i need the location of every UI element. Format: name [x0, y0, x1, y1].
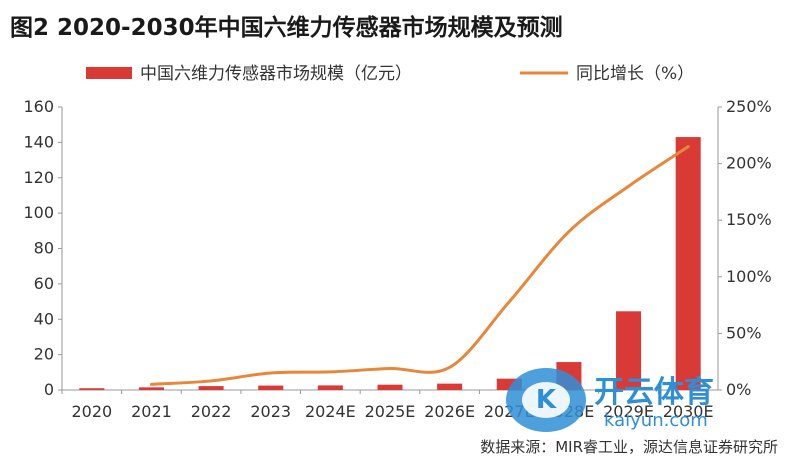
legend-line-label: 同比增长（%）: [576, 64, 694, 84]
y-left-tick-label: 20: [34, 345, 54, 364]
y-right-tick-label: 100%: [726, 267, 772, 286]
legend-bar-label: 中国六维力传感器市场规模（亿元）: [140, 64, 412, 84]
x-tick-label: 2030E: [663, 402, 714, 421]
bar: [496, 378, 522, 390]
chart-axes: 0 20 40 60 80 100 120 140 160 0% 50% 100% 150% 200% 25…: [23, 97, 771, 421]
y-right-tick-label: 0%: [726, 380, 751, 399]
legend-bar-swatch: [86, 67, 132, 79]
x-tick-label: 2026E: [424, 402, 475, 421]
x-tick-label: 2022: [191, 402, 232, 421]
legend: 中国六维力传感器市场规模（亿元） 同比增长（%）: [86, 64, 694, 84]
y-left-tick-label: 140: [23, 132, 54, 151]
x-tick-label: 2025E: [365, 402, 416, 421]
bar: [437, 383, 463, 390]
bar: [377, 384, 403, 390]
bar: [675, 137, 701, 390]
bar: [616, 311, 642, 390]
y-right-tick-label: 50%: [726, 323, 762, 342]
line-series: [149, 145, 690, 386]
y-left-tick-label: 160: [23, 97, 54, 116]
watermark-text: 开云体育: [594, 375, 714, 410]
watermark-subtext: kaiyun.com: [604, 410, 708, 431]
x-tick-label: 2020: [71, 402, 112, 421]
x-tick-label: 2021: [131, 402, 172, 421]
source-note: 数据来源：MIR睿工业，源达信息证券研究所: [480, 438, 778, 456]
y-right-tick-label: 250%: [726, 97, 772, 116]
bar: [317, 385, 343, 390]
bar: [258, 385, 284, 390]
y-left-tick-label: 40: [34, 309, 54, 328]
y-left-tick-label: 60: [34, 274, 54, 293]
y-left-tick-label: 100: [23, 203, 54, 222]
svg-text:K: K: [536, 385, 557, 415]
x-tick-label: 2023: [250, 402, 291, 421]
y-left-tick-label: 120: [23, 168, 54, 187]
x-tick-label: 2024E: [305, 402, 356, 421]
x-tick-label: 2029E: [603, 402, 654, 421]
bar: [138, 387, 164, 390]
y-left-tick-label: 80: [34, 239, 54, 258]
bar-series: [79, 137, 701, 390]
figure-title: 图2 2020-2030年中国六维力传感器市场规模及预测: [10, 15, 563, 41]
watermark-logo: K 开云体育 kaiyun.com: [506, 368, 714, 432]
y-right-tick-label: 150%: [726, 210, 772, 229]
bar: [198, 386, 224, 390]
y-right-tick-label: 200%: [726, 154, 772, 173]
y-left-tick-label: 0: [44, 380, 54, 399]
bar: [79, 388, 105, 390]
growth-line: [149, 145, 690, 386]
